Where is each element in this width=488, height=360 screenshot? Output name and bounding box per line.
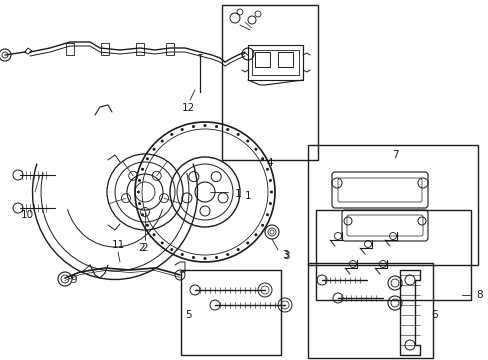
Bar bbox=[222, 5, 317, 160]
Circle shape bbox=[246, 140, 249, 143]
Circle shape bbox=[203, 257, 206, 260]
Circle shape bbox=[170, 133, 173, 136]
Bar bbox=[307, 145, 477, 265]
Circle shape bbox=[265, 168, 268, 171]
Circle shape bbox=[246, 242, 249, 244]
Circle shape bbox=[226, 253, 229, 256]
Circle shape bbox=[137, 190, 140, 194]
Circle shape bbox=[226, 128, 229, 131]
Bar bbox=[247, 45, 303, 80]
Circle shape bbox=[192, 125, 195, 128]
Text: 1: 1 bbox=[234, 189, 241, 199]
Circle shape bbox=[170, 248, 173, 251]
Circle shape bbox=[161, 140, 163, 143]
Circle shape bbox=[145, 157, 149, 160]
Text: 3: 3 bbox=[281, 250, 288, 260]
Circle shape bbox=[203, 124, 206, 127]
Text: 12: 12 bbox=[181, 103, 194, 113]
Circle shape bbox=[261, 157, 264, 160]
Bar bbox=[101, 43, 109, 55]
Bar bbox=[315, 210, 470, 300]
Circle shape bbox=[268, 202, 271, 205]
Text: 7: 7 bbox=[391, 150, 398, 160]
Circle shape bbox=[152, 233, 155, 236]
Bar bbox=[136, 43, 143, 55]
Circle shape bbox=[236, 133, 239, 136]
Circle shape bbox=[138, 202, 141, 205]
Bar bbox=[165, 43, 174, 55]
Text: 4: 4 bbox=[266, 158, 273, 168]
Circle shape bbox=[181, 253, 183, 256]
Text: 8: 8 bbox=[476, 290, 482, 300]
Bar bbox=[254, 52, 269, 67]
Circle shape bbox=[215, 125, 218, 128]
Text: 3: 3 bbox=[282, 251, 289, 261]
Circle shape bbox=[161, 242, 163, 244]
Text: 2: 2 bbox=[142, 243, 148, 253]
Bar bbox=[278, 52, 292, 67]
Circle shape bbox=[152, 148, 155, 151]
Circle shape bbox=[181, 128, 183, 131]
Bar bbox=[181, 270, 281, 355]
Circle shape bbox=[254, 233, 257, 236]
Circle shape bbox=[192, 256, 195, 259]
Text: 11: 11 bbox=[111, 240, 124, 250]
Circle shape bbox=[269, 190, 272, 194]
Circle shape bbox=[138, 179, 141, 182]
Text: 1: 1 bbox=[244, 191, 251, 201]
Circle shape bbox=[141, 213, 143, 216]
Text: 10: 10 bbox=[20, 210, 34, 220]
Bar bbox=[66, 43, 74, 55]
Circle shape bbox=[215, 256, 218, 259]
Text: 9: 9 bbox=[71, 275, 77, 285]
Text: 5: 5 bbox=[185, 310, 192, 320]
Bar bbox=[251, 50, 298, 75]
Circle shape bbox=[265, 213, 268, 216]
Circle shape bbox=[268, 179, 271, 182]
Circle shape bbox=[236, 248, 239, 251]
Circle shape bbox=[261, 224, 264, 227]
Text: 6: 6 bbox=[431, 310, 437, 320]
Circle shape bbox=[145, 224, 149, 227]
Circle shape bbox=[254, 148, 257, 151]
Text: 2: 2 bbox=[139, 243, 145, 253]
Bar bbox=[307, 263, 432, 358]
Circle shape bbox=[141, 168, 143, 171]
